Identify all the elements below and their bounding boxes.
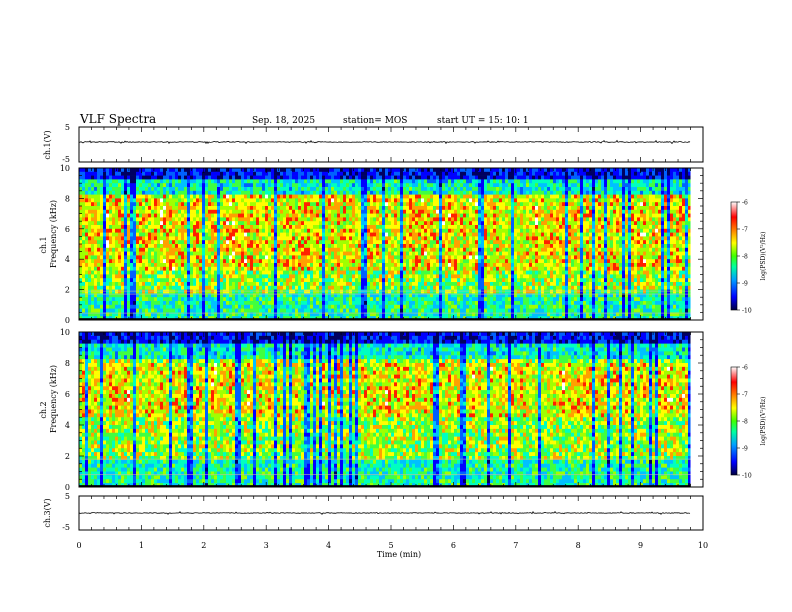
spec1-ylabel-freq: Frequency (kHz) (49, 200, 58, 268)
colorbar-1: -6 -7 -8 -9 -10 log(PSD)(V²/Hz) (730, 200, 767, 315)
header-station: station= MOS (343, 116, 407, 126)
spec1-ytick-label: 2 (65, 286, 70, 295)
chart-title: VLF Spectra (79, 112, 156, 126)
colorbar-tick-label: -7 (742, 227, 748, 234)
axis-ticks (78, 127, 704, 530)
x-axis-label: Time (min) (377, 550, 421, 559)
x-tick-label: 4 (326, 541, 331, 550)
spec2-ytick-label: 10 (60, 328, 70, 337)
colorbar-tick-label: -7 (742, 392, 748, 399)
colorbar-1-label: log(PSD)(V²/Hz) (760, 232, 767, 281)
x-tick-label: 9 (638, 541, 643, 550)
wave-bottom-ylabel: ch.3(V) (43, 498, 52, 527)
waveform-top-frame (78, 126, 704, 163)
x-tick-label: 2 (201, 541, 206, 550)
spectrogram-1 (79, 168, 703, 320)
colorbar-2: -6 -7 -8 -9 -10 log(PSD)(V²/Hz) (730, 365, 767, 480)
wave-bottom-ytick-min: -5 (62, 523, 70, 532)
x-tick-label: 3 (264, 541, 269, 550)
wave-top-ytick-max: 5 (65, 123, 70, 132)
wave-top-ytick-min: -5 (62, 155, 70, 164)
header-start-time: start UT = 15: 10: 1 (437, 116, 529, 126)
colorbar-tick-label: -8 (742, 419, 748, 426)
x-tick-label: 0 (76, 541, 81, 550)
spec1-ytick-label: 4 (65, 255, 70, 264)
spec2-ytick-label: 2 (65, 452, 70, 461)
x-tick-label: 8 (576, 541, 581, 550)
waveform-bottom-trace (78, 510, 691, 515)
waveform-top-trace (78, 139, 691, 145)
wave-bottom-ytick-max: 5 (65, 492, 70, 501)
spec2-ytick-label: 4 (65, 421, 70, 430)
x-tick-label: 1 (139, 541, 144, 550)
colorbar-tick-label: -10 (742, 308, 752, 315)
header-date: Sep. 18, 2025 (252, 116, 315, 126)
x-tick-label: 7 (513, 541, 518, 550)
spec1-ytick-label: 8 (65, 194, 70, 203)
spec2-ylabel-freq: Frequency (kHz) (49, 365, 58, 433)
spec2-ytick-label: 6 (65, 390, 70, 399)
x-tick-label: 10 (698, 541, 708, 550)
spec2-ytick-label: 0 (65, 483, 70, 492)
wave-top-ylabel: ch.1(V) (43, 130, 52, 159)
spec1-ytick-label: 10 (60, 164, 70, 173)
colorbar-tick-label: -8 (742, 254, 748, 261)
spec2-ytick-label: 8 (65, 359, 70, 368)
x-tick-label: 6 (451, 541, 456, 550)
colorbar-tick-label: -6 (742, 365, 748, 372)
colorbar-2-label: log(PSD)(V²/Hz) (760, 397, 767, 446)
x-tick-label: 5 (388, 541, 393, 550)
colorbar-tick-label: -6 (742, 200, 748, 207)
spec1-ytick-label: 0 (65, 316, 70, 325)
spec1-ylabel-channel: ch.1 (39, 236, 48, 253)
colorbar-tick-label: -9 (742, 446, 748, 453)
colorbar-tick-label: -9 (742, 281, 748, 288)
colorbar-tick-label: -10 (742, 473, 752, 480)
spec1-ytick-label: 6 (65, 225, 70, 234)
spectrogram-2 (79, 332, 703, 487)
spec2-ylabel-channel: ch.2 (39, 401, 48, 418)
